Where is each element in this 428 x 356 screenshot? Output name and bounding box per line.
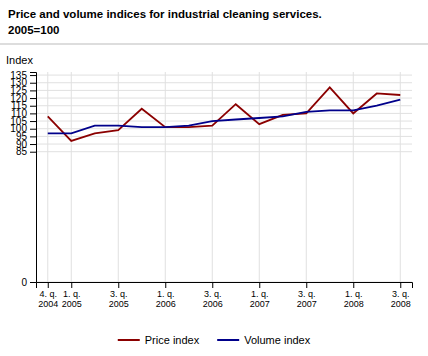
y-axis-label: Index (6, 54, 33, 66)
x-tick: 4. q.2004 (38, 282, 58, 309)
y-axis-line (30, 73, 37, 283)
series-group (48, 87, 401, 141)
grid-line-x (118, 72, 119, 282)
legend-item: Price index (118, 334, 200, 346)
y-tick-label: 0 (21, 277, 27, 288)
grid-line-y (36, 82, 412, 83)
y-tick-mark (30, 90, 36, 91)
legend-swatch (217, 339, 239, 341)
grid-line-x (165, 72, 166, 282)
grid-line-y (36, 90, 412, 91)
x-tick-mark (165, 282, 166, 288)
x-tick-mark (48, 282, 49, 288)
y-tick-mark (30, 98, 36, 99)
legend-swatch (118, 339, 140, 341)
y-tick-mark (30, 144, 36, 145)
grid-line-x (47, 72, 48, 282)
title: Price and volume indices for industrial … (8, 8, 322, 20)
x-tick-label: 3. q.2008 (391, 289, 411, 309)
grid-line-x (353, 72, 354, 282)
x-tick-mark (400, 282, 401, 288)
grid-line-x (71, 72, 72, 282)
x-axis: 4. q.20041. q.2005 3. q.2005 1. q.2006 3. q… (37, 282, 413, 309)
x-tick-mark (259, 282, 260, 288)
y-tick-mark (30, 121, 36, 122)
x-tick-label: 1. q.2008 (344, 289, 364, 309)
grid-line-y (36, 75, 412, 76)
x-tick-mark (118, 282, 119, 288)
x-tick-mark (306, 282, 307, 288)
y-tick-mark (30, 83, 36, 84)
y-tick-mark (30, 129, 36, 130)
grid-line-x (259, 72, 260, 282)
x-tick: 3. q.2007 (297, 282, 317, 309)
grid-line-y (36, 151, 412, 152)
x-tick-label: 3. q.2007 (297, 289, 317, 309)
x-tick: 1. q.2007 (250, 282, 270, 309)
y-axis: 0859095100105110115120125130135 (10, 70, 36, 288)
y-tick-mark (30, 152, 36, 153)
x-tick: 3. q.2006 (203, 282, 223, 309)
x-tick: 1. q.2005 (62, 282, 82, 309)
legend-item: Volume index (217, 334, 311, 346)
x-tick-label: 1. q.2007 (250, 289, 270, 309)
subtitle: 2005=100 (8, 24, 60, 36)
legend-label: Volume index (244, 334, 311, 346)
x-tick: 1. q.2008 (344, 282, 364, 309)
x-tick-label: 3. q.2005 (109, 289, 129, 309)
y-tick-mark (30, 282, 36, 283)
x-tick-label: 1. q.2006 (156, 289, 176, 309)
y-tick-mark (30, 136, 36, 137)
series-line (48, 100, 401, 134)
plot: Index08590951001051101151201251301354. q… (6, 54, 413, 309)
grid (36, 72, 412, 282)
x-tick-mark (353, 282, 354, 288)
grid-line-y (36, 105, 412, 106)
grid-line-x (306, 72, 307, 282)
legend: Price index Volume index (118, 334, 311, 346)
grid-line-y (36, 98, 412, 99)
title-rule (0, 44, 428, 45)
x-tick-label: 3. q.2006 (203, 289, 223, 309)
grid-line-x (212, 72, 213, 282)
x-tick-mark (212, 282, 213, 288)
series-line (48, 87, 401, 141)
chart: Price and volume indices for industrial … (0, 0, 428, 356)
grid-line-y (36, 128, 412, 129)
y-tick-mark (30, 75, 36, 76)
x-tick-mark (71, 282, 72, 288)
y-tick-mark (30, 113, 36, 114)
x-tick: 1. q.2006 (156, 282, 176, 309)
grid-line-y (36, 144, 412, 145)
legend-label: Price index (145, 334, 200, 346)
x-axis-line (37, 283, 413, 289)
y-tick: 135 (10, 70, 36, 81)
grid-line-y (36, 136, 412, 137)
x-tick-label: 4. q.2004 (38, 289, 58, 309)
x-tick: 3. q.2008 (391, 282, 411, 309)
x-tick: 3. q.2005 (109, 282, 129, 309)
grid-line-x (400, 72, 401, 282)
x-tick-label: 1. q.2005 (62, 289, 82, 309)
y-tick: 0 (21, 277, 36, 288)
y-tick-label: 135 (10, 70, 27, 81)
y-tick-mark (30, 106, 36, 107)
